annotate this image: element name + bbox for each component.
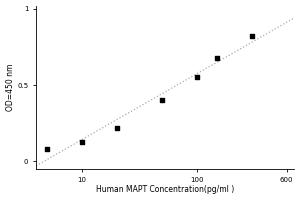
Y-axis label: OD=450 nm: OD=450 nm <box>6 64 15 111</box>
Point <box>45 148 50 151</box>
Point <box>215 56 220 59</box>
Point <box>114 126 119 129</box>
Point <box>80 140 84 143</box>
Point <box>195 76 200 79</box>
Point <box>160 99 165 102</box>
X-axis label: Human MAPT Concentration(pg/ml ): Human MAPT Concentration(pg/ml ) <box>96 185 234 194</box>
Point <box>250 35 254 38</box>
